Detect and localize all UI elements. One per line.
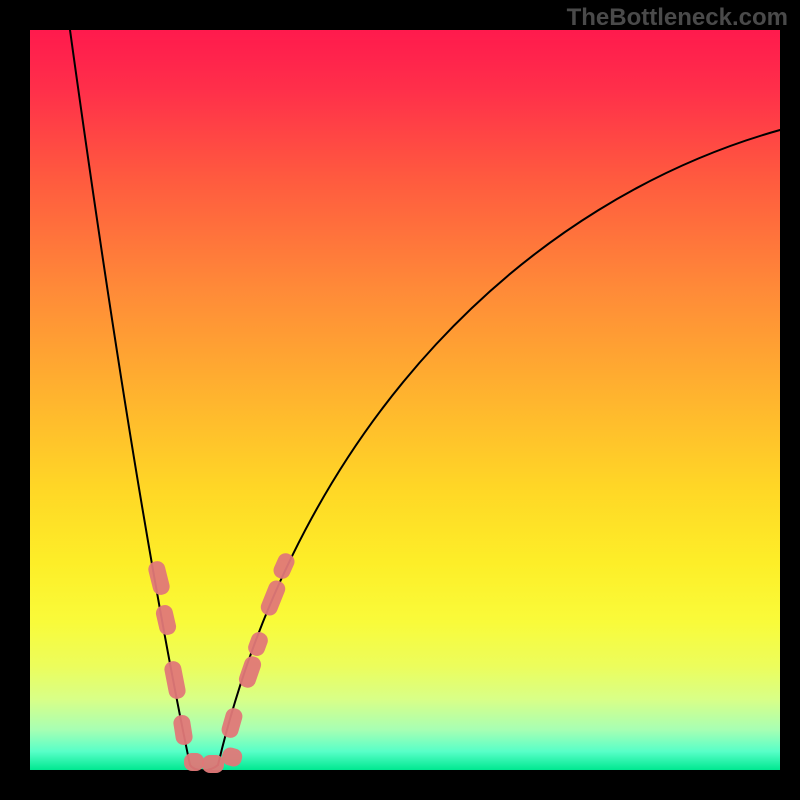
- data-marker: [163, 660, 187, 701]
- data-marker: [220, 706, 245, 740]
- data-marker: [246, 630, 270, 658]
- data-marker: [184, 753, 204, 771]
- chart-container: TheBottleneck.com: [0, 0, 800, 800]
- data-marker: [147, 559, 172, 596]
- data-marker: [154, 603, 177, 636]
- watermark-text: TheBottleneck.com: [567, 4, 788, 32]
- data-marker: [202, 755, 224, 773]
- data-marker: [258, 578, 287, 618]
- bottleneck-curve: [70, 30, 780, 770]
- plot-svg: [0, 0, 800, 800]
- data-marker: [172, 714, 193, 746]
